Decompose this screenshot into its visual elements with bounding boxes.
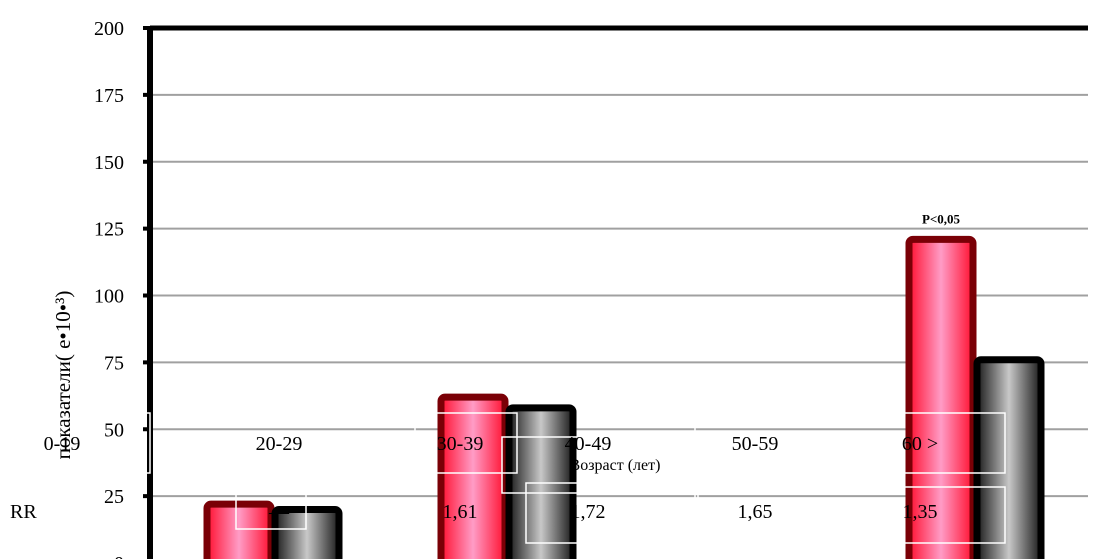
x-tick-label: 60 >: [902, 433, 938, 455]
bottom-table: — 1,61 1,72 1,65 1,35: [0, 412, 1006, 544]
table-cell-border: [694, 486, 1006, 544]
bar-50-59-series-2: [973, 356, 1045, 559]
table-cell-border: [525, 482, 699, 544]
x-tick-label: 20-29: [256, 433, 303, 455]
rr-value: 1,35: [903, 501, 938, 523]
y-tick-label: 75: [104, 352, 124, 374]
bars: [203, 235, 1045, 559]
y-tick-label: 50: [104, 419, 124, 441]
x-axis-label: Возраст (лет): [570, 457, 661, 474]
y-axis-label: показатели( е•10•³): [51, 291, 75, 460]
rr-value: 1,65: [738, 501, 773, 523]
bar-20-29-series-1: [203, 500, 275, 559]
y-axis: 0 25 50 75 100 125 150 175 200: [94, 18, 1088, 559]
table-cell-border: [414, 412, 518, 474]
rr-value: —: [268, 501, 290, 523]
y-tick-label: 150: [94, 152, 124, 174]
p-value-annotation: P<0,05: [922, 211, 961, 226]
x-tick-label: 0-19: [44, 433, 81, 455]
table-row-label: RR: [10, 501, 37, 523]
x-tick-label: 30-39: [437, 433, 484, 455]
rr-value: 1,72: [571, 501, 606, 523]
y-tick-label: 125: [94, 219, 124, 241]
y-tick-label: 200: [94, 18, 124, 40]
bar-30-39-series-1: [437, 393, 509, 559]
x-tick-labels: 0-19 20-29 30-39 40-49 50-59 60 >: [44, 433, 938, 455]
annotations: P<0,05P<0,05: [922, 211, 961, 226]
y-tick-label: 0: [114, 553, 124, 559]
rr-value: 1,61: [443, 501, 478, 523]
gridlines: [150, 93, 1088, 498]
bar-20-29-series-2: [271, 506, 343, 559]
x-tick-label: 50-59: [732, 433, 779, 455]
y-tick-label: 175: [94, 85, 124, 107]
y-tick-label: 100: [94, 286, 124, 308]
table-cell-border: [235, 464, 307, 530]
table-cell-border: [501, 436, 729, 494]
bar-50-59-series-1: [905, 235, 977, 559]
table-cell-border: [0, 412, 151, 474]
y-tick-label: 25: [104, 486, 124, 508]
x-tick-label: 40-49: [565, 433, 612, 455]
table-cell-border: [694, 412, 1006, 474]
